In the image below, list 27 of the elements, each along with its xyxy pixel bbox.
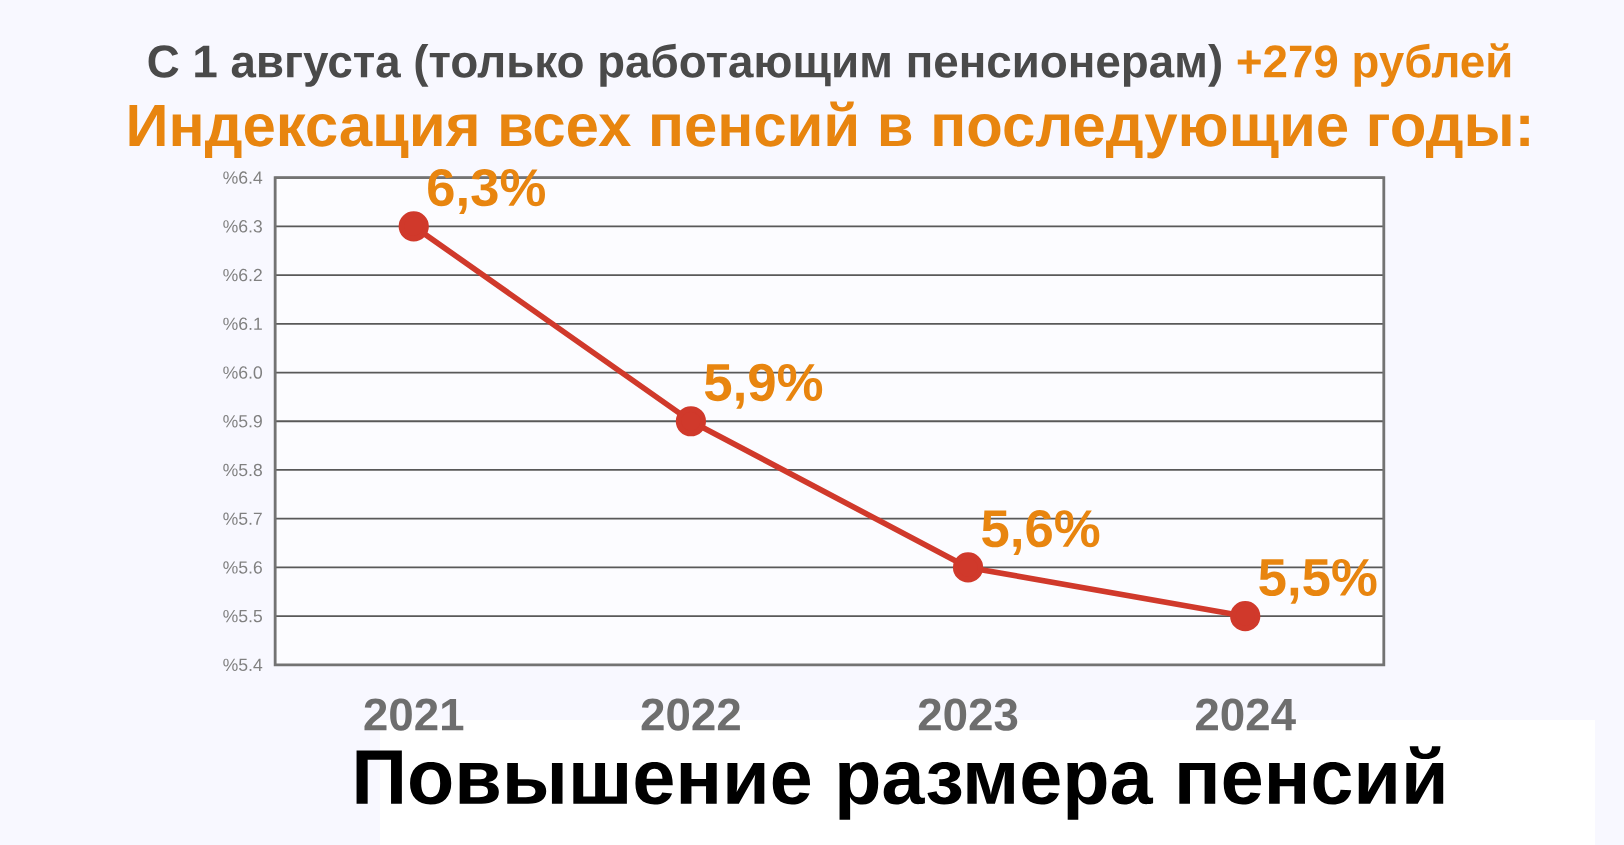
chart-title: Индексация всех пенсий в последующие годы: xyxy=(129,101,1529,159)
y-tick-label: %5.7 xyxy=(223,512,262,525)
x-tick-label: 2023 xyxy=(918,698,1018,731)
point xyxy=(675,406,707,437)
data-label: 5,9% xyxy=(704,363,823,409)
y-tick-label: %5.8 xyxy=(223,463,262,477)
chart-subtitle: С 1 августа (только работающим пенсионерам) xyxy=(148,43,1221,87)
x-tick-label: 2024 xyxy=(1195,698,1296,731)
data-label: 5,5% xyxy=(1259,558,1377,604)
text: Повышение размера пенсий xyxy=(356,746,1444,820)
y-tick-label: %6.3 xyxy=(223,220,262,233)
x-tick-label: 2022 xyxy=(641,698,740,731)
y-tick-label: %6.4 xyxy=(223,171,263,184)
y-tick-label: %6.2 xyxy=(223,268,262,282)
data-label: 5,6% xyxy=(982,510,1100,556)
text: +279 рублей xyxy=(1237,43,1511,87)
y-tick-label: %5.9 xyxy=(223,415,262,428)
point xyxy=(1230,601,1261,632)
y-tick-label: %6.1 xyxy=(223,317,262,331)
data-label: 6,3% xyxy=(428,168,545,214)
y-tick-label: %5.6 xyxy=(223,561,262,574)
point xyxy=(398,211,429,242)
y-tick-label: %5.4 xyxy=(223,658,263,672)
x-tick-label: 2021 xyxy=(364,698,464,731)
y-tick-label: %5.5 xyxy=(223,609,262,623)
y-tick-label: %6.0 xyxy=(223,366,263,379)
point xyxy=(952,552,984,583)
